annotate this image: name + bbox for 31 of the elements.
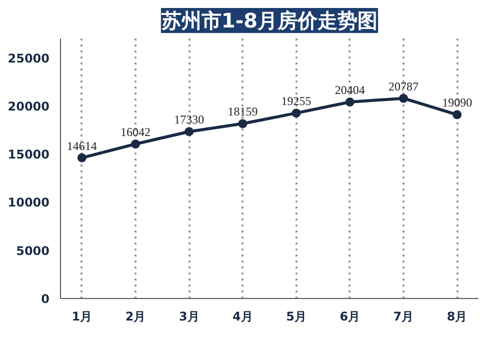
x-tick-label: 3月 — [178, 310, 200, 324]
data-label: 18159 — [228, 104, 258, 119]
x-tick-label: 7月 — [393, 310, 414, 324]
y-tick-label: 5000 — [16, 244, 50, 258]
point — [292, 108, 301, 118]
data-label: 16042 — [120, 125, 151, 140]
x-tick-label: 1月 — [72, 310, 92, 324]
y-tick-label: 25000 — [8, 51, 50, 66]
point — [131, 140, 140, 149]
y-tick-label: 15000 — [8, 148, 50, 162]
point — [452, 110, 462, 120]
point — [345, 98, 354, 107]
x-tick-label: 2月 — [125, 310, 146, 324]
point — [238, 119, 248, 128]
y-tick-label: 20000 — [8, 99, 50, 114]
data-label: 19090 — [442, 96, 472, 110]
point — [398, 94, 408, 103]
data-label: 14614 — [66, 138, 97, 153]
chart-title: 苏州市1-8月房价走势图 — [160, 8, 378, 32]
point — [184, 127, 194, 136]
y-tick-label: 10000 — [8, 196, 50, 210]
point — [77, 153, 86, 162]
x-tick-label: 8月 — [446, 310, 468, 324]
data-label: 19255 — [281, 94, 312, 108]
x-tick-label: 6月 — [340, 310, 360, 324]
x-tick-label: 5月 — [286, 310, 306, 324]
data-label: 17330 — [174, 112, 204, 127]
x-tick-label: 4月 — [232, 310, 253, 324]
data-label: 20404 — [334, 83, 365, 98]
data-label: 20787 — [388, 79, 418, 94]
y-tick-label: 0 — [41, 292, 50, 306]
